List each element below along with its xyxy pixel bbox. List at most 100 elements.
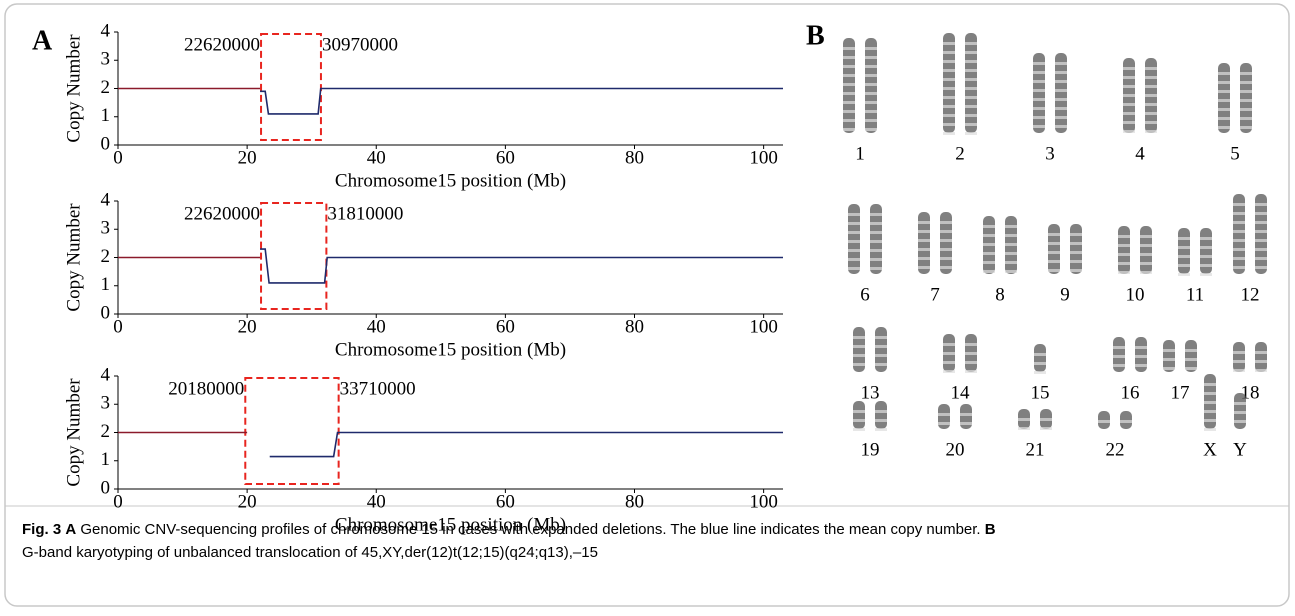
chromosome-label: 17 [1171, 382, 1190, 403]
chromosome-band [1118, 235, 1130, 238]
chromosome-band [875, 336, 887, 339]
x-tick-label: 100 [749, 491, 778, 512]
chromosome-band [1178, 264, 1190, 267]
y-tick-label: 4 [101, 189, 111, 210]
chromosome-band [1140, 253, 1152, 256]
chromosome-band [943, 105, 955, 108]
x-axis-label: Chromosome15 position (Mb) [335, 170, 566, 191]
chromosome-band [1255, 212, 1267, 215]
chromosome-band [1123, 67, 1135, 70]
chromosome-band [1163, 367, 1175, 370]
chromosome-band [1034, 353, 1046, 356]
chromosome-band [943, 361, 955, 364]
chromosome-band [1120, 420, 1132, 423]
chromosome-band [1233, 248, 1245, 251]
chromosome-band [1055, 125, 1067, 128]
chromosome-band [1118, 244, 1130, 247]
chromosome-band [1145, 94, 1157, 97]
y-tick-label: 0 [101, 302, 111, 323]
x-tick-label: 40 [367, 491, 386, 512]
panel-label: B [806, 20, 825, 51]
caption-label: B [985, 521, 996, 538]
chromosome-band [1098, 420, 1110, 423]
chromosome-band [943, 51, 955, 54]
chromosome-band [1178, 273, 1190, 276]
deletion-box [260, 202, 328, 310]
chromosome-band [1218, 108, 1230, 111]
chromosome-band [983, 252, 995, 255]
chromosome-band [983, 270, 995, 273]
chromosome-band [1240, 81, 1252, 84]
y-axis-label: Copy Number [63, 203, 84, 312]
chromosome-band [940, 257, 952, 260]
chromosome-band [1048, 242, 1060, 245]
chromosome-band [843, 92, 855, 95]
chromosome-band [1204, 428, 1216, 431]
chromosome-label: 5 [1230, 143, 1240, 164]
chromosome-band [843, 119, 855, 122]
y-tick-label: 1 [101, 274, 111, 295]
chromosome-band [853, 410, 865, 413]
chromosome-band [1185, 349, 1197, 352]
chromosome-band [965, 352, 977, 355]
chromosome-band [1233, 212, 1245, 215]
deletion-box [244, 377, 340, 485]
chromosome [1178, 228, 1190, 274]
chromosome-band [940, 230, 952, 233]
chromosome [965, 33, 977, 133]
chromosome-band [1055, 80, 1067, 83]
chromosome-label: 15 [1031, 382, 1050, 403]
chromosome [1135, 337, 1147, 372]
chromosome-band [1070, 233, 1082, 236]
chromosome-band [1218, 117, 1230, 120]
chromosome-band [1200, 264, 1212, 267]
y-tick-label: 2 [101, 421, 111, 442]
chromosome-band [1255, 221, 1267, 224]
chromosome-band [1178, 255, 1190, 258]
chromosome-band [865, 110, 877, 113]
chromosome-band [870, 267, 882, 270]
chromosome [1255, 342, 1267, 372]
chromosome-band [870, 213, 882, 216]
chromosome-band [1123, 103, 1135, 106]
chromosome-band [1123, 76, 1135, 79]
chromosome-band [1070, 260, 1082, 263]
x-tick-label: 0 [113, 147, 123, 168]
chromosome-band [1140, 271, 1152, 274]
chromosome-band [1234, 402, 1246, 405]
chromosome-band [965, 60, 977, 63]
chromosome-label: 1 [855, 143, 865, 164]
chromosome-band [853, 428, 865, 431]
chromosome-band [843, 74, 855, 77]
chromosome-band [875, 428, 887, 431]
chromosome-band [1135, 355, 1147, 358]
chromosome-band [1048, 251, 1060, 254]
chromosome-band [1178, 246, 1190, 249]
chromosome-band [965, 123, 977, 126]
chromosome-band [1118, 253, 1130, 256]
chromosome-band [1200, 255, 1212, 258]
chromosome-band [843, 101, 855, 104]
chromosome-band [938, 422, 950, 425]
chromosome-band [1240, 99, 1252, 102]
x-tick-label: 60 [496, 147, 515, 168]
chromosome [943, 33, 955, 133]
chromosome-band [1145, 121, 1157, 124]
mean-line [269, 431, 783, 458]
chromosome-band [865, 128, 877, 131]
chromosome-band [965, 343, 977, 346]
chromosome-band [1033, 80, 1045, 83]
chromosome-band [943, 87, 955, 90]
chromosome-band [1163, 349, 1175, 352]
chromosome-band [1070, 242, 1082, 245]
chromosome-band [1145, 112, 1157, 115]
chromosome-band [1005, 225, 1017, 228]
chromosome-band [1255, 248, 1267, 251]
chromosome-band [1255, 230, 1267, 233]
chromosome-band [1255, 257, 1267, 260]
mean-line [260, 87, 783, 115]
chromosome [1200, 228, 1212, 274]
chromosome-band [1204, 401, 1216, 404]
y-tick-label: 1 [101, 449, 111, 470]
